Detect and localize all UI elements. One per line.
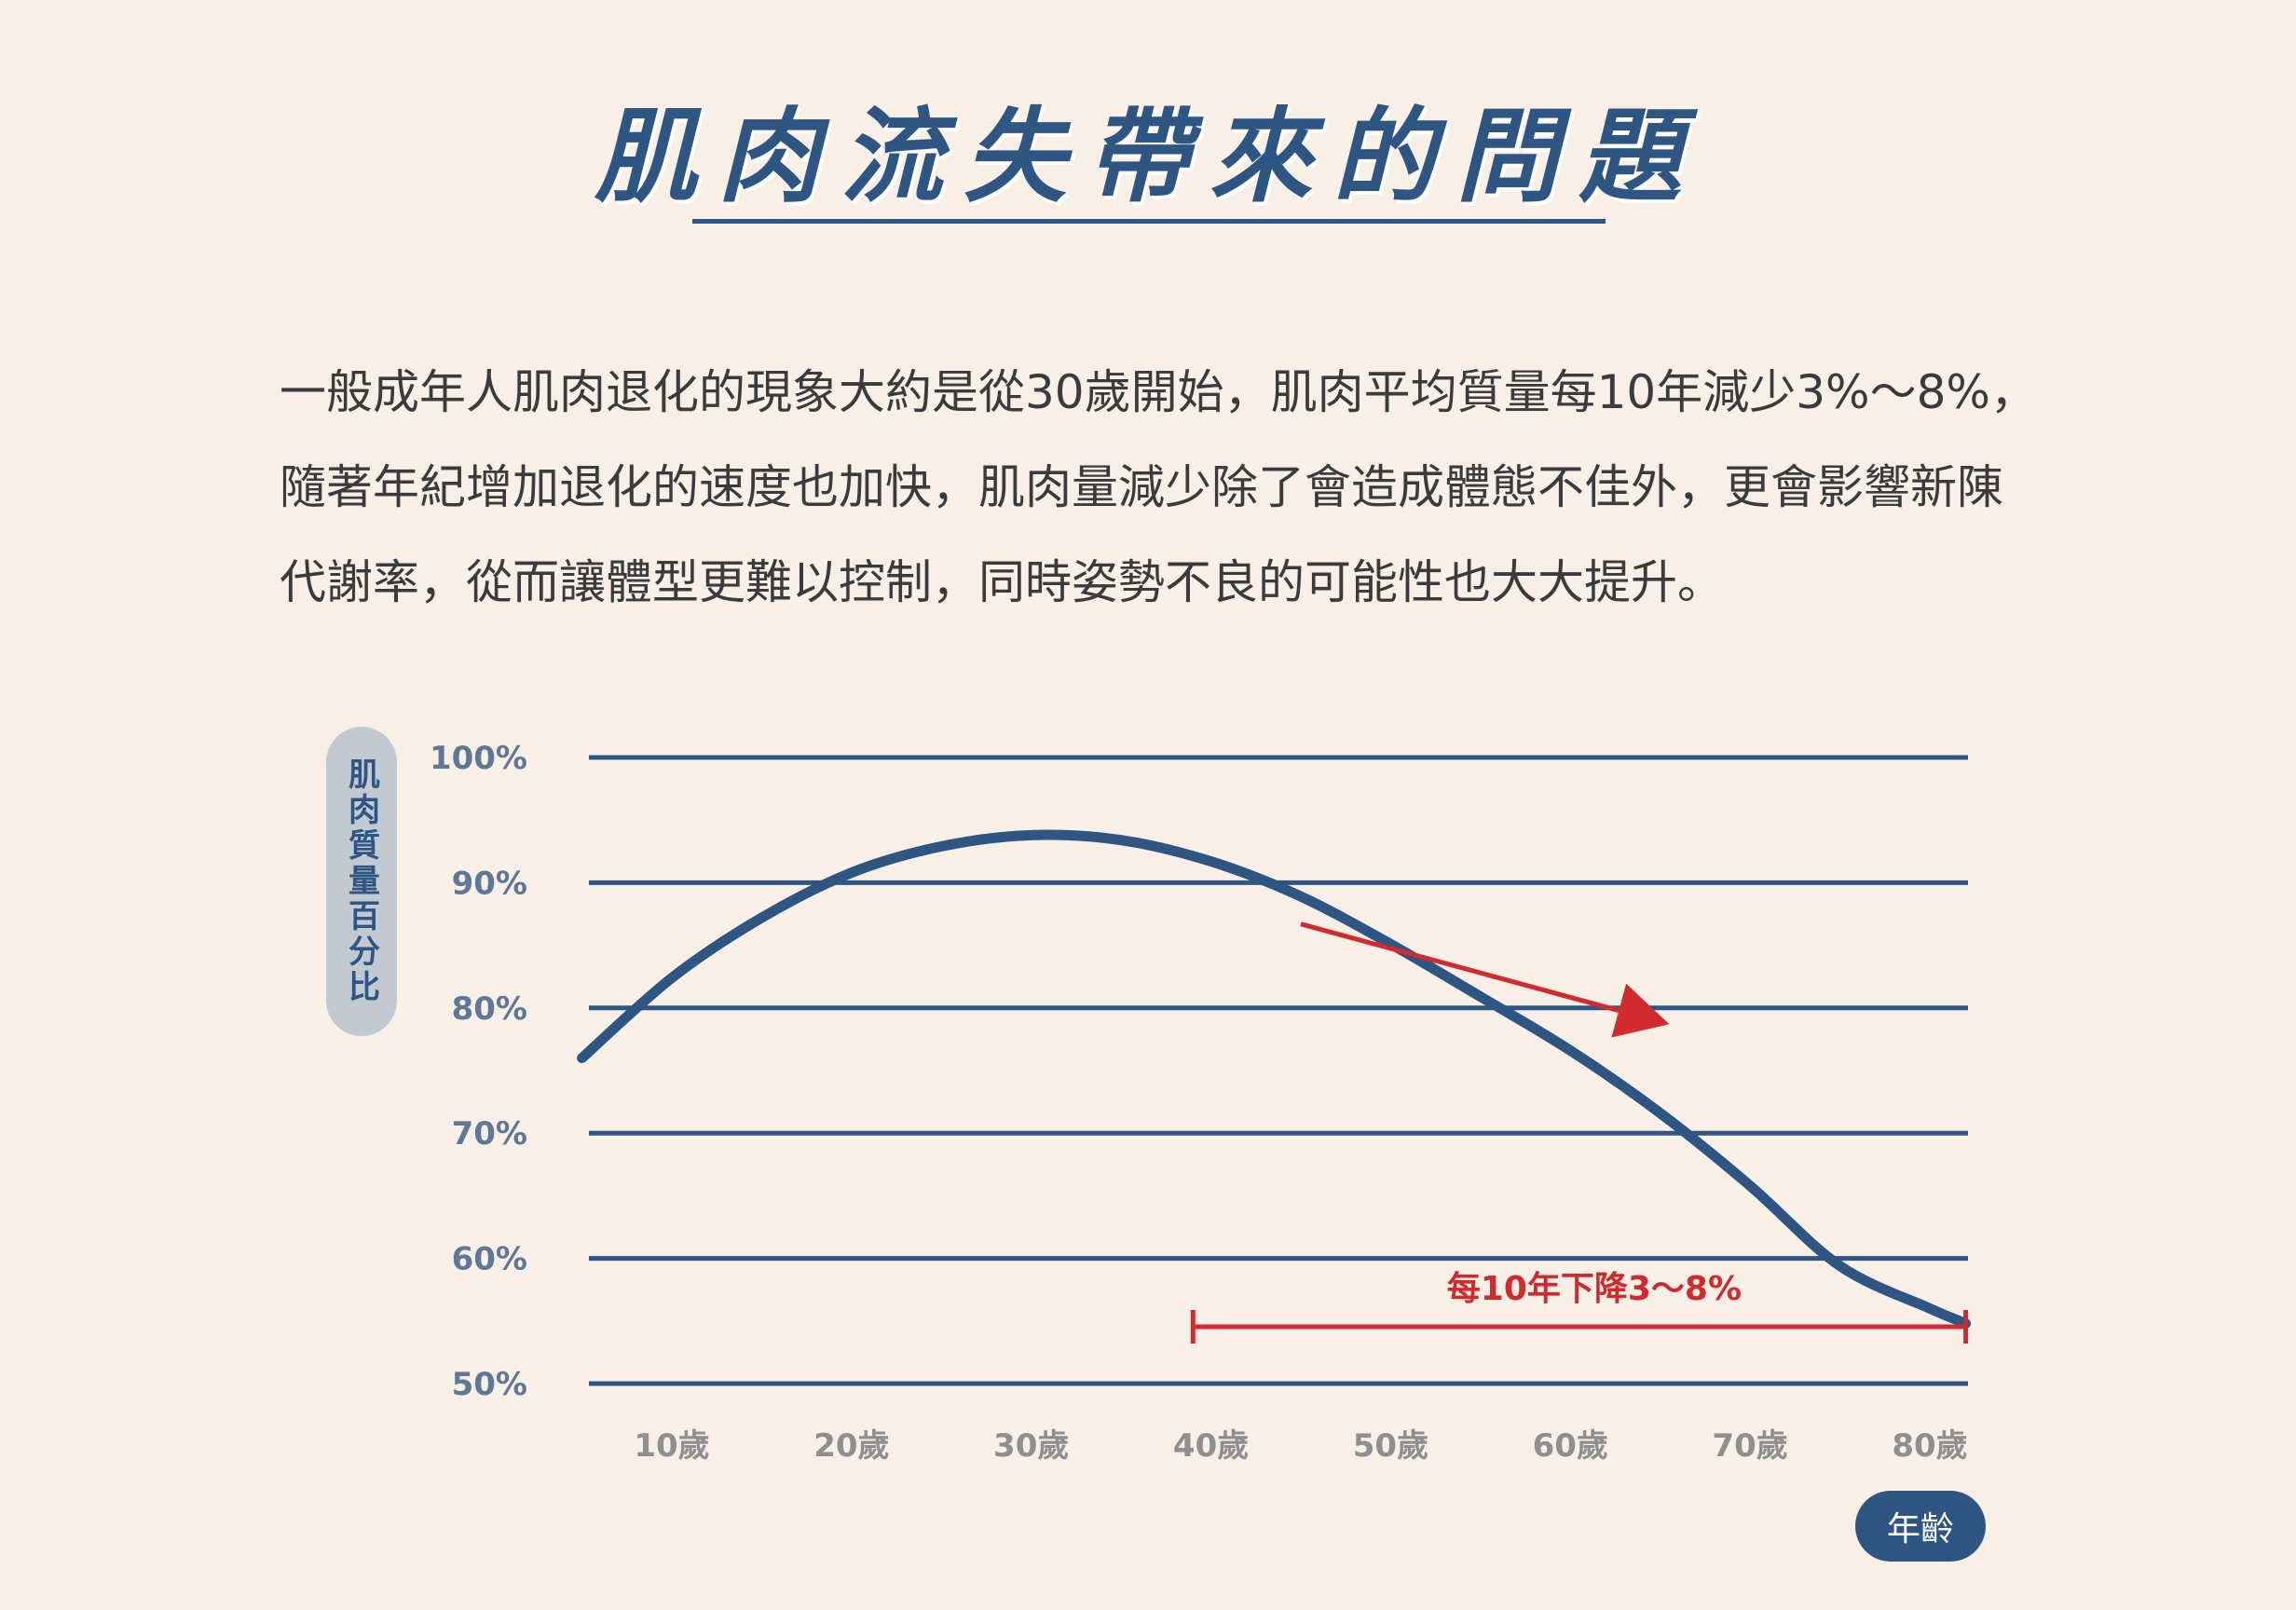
x-axis-label-text: 年齡 (1886, 1510, 1954, 1549)
y-tick-label: 100% (430, 740, 527, 777)
y-axis-label-text: 肌肉質量百分比 (342, 757, 380, 1005)
page-title: 肌肉流失帶來的問題 (594, 97, 1702, 216)
y-tick-label: 90% (452, 865, 527, 902)
grid-lines (589, 755, 1968, 1386)
series-line (577, 829, 1972, 1329)
y-tick-label: 70% (452, 1115, 527, 1153)
x-tick-label: 30歲 (993, 1427, 1069, 1465)
decline-label: 每10年下降3～8% (1447, 1270, 1742, 1308)
x-axis-label: 年齡 (1855, 1491, 1986, 1562)
trend-arrow-shaft (1300, 921, 1620, 1013)
y-tick-label: 60% (452, 1241, 527, 1278)
x-tick-label: 80歲 (1892, 1427, 1967, 1465)
x-tick-label: 50歲 (1353, 1427, 1428, 1465)
intro-paragraph: 一般成年人肌肉退化的現象大約是從30歲開始，肌肉平均質量每10年減少3%～8%，… (280, 345, 2125, 630)
x-tick-label: 70歲 (1712, 1427, 1787, 1465)
x-tick-label: 40歲 (1173, 1427, 1249, 1465)
y-axis-ticks: 100% 90% 80% 70% 60% 50% (430, 740, 527, 1403)
x-tick-label: 10歲 (634, 1427, 709, 1465)
x-tick-label: 60歲 (1533, 1427, 1608, 1465)
intro-line: 一般成年人肌肉退化的現象大約是從30歲開始，肌肉平均質量每10年減少3%～8%， (280, 365, 2037, 419)
intro-line: 代謝率，從而讓體型更難以控制，同時姿勢不良的可能性也大大提升。 (280, 555, 1724, 609)
x-tick-label: 20歲 (813, 1427, 889, 1465)
x-axis-ticks: 10歲 20歲 30歲 40歲 50歲 60歲 70歲 80歲 (634, 1427, 1967, 1465)
y-tick-label: 50% (452, 1366, 527, 1403)
trend-arrow-head (1611, 983, 1670, 1038)
y-tick-label: 80% (452, 990, 527, 1028)
muscle-curve-series (577, 829, 1972, 1329)
intro-line: 隨著年紀增加退化的速度也加快，肌肉量減少除了會造成體態不佳外，更會影響新陳 (280, 460, 2003, 514)
title-underline (692, 219, 1606, 224)
decline-annotation: 每10年下降3～8% (1190, 921, 1969, 1344)
y-axis-label: 肌肉質量百分比 (326, 727, 397, 1036)
